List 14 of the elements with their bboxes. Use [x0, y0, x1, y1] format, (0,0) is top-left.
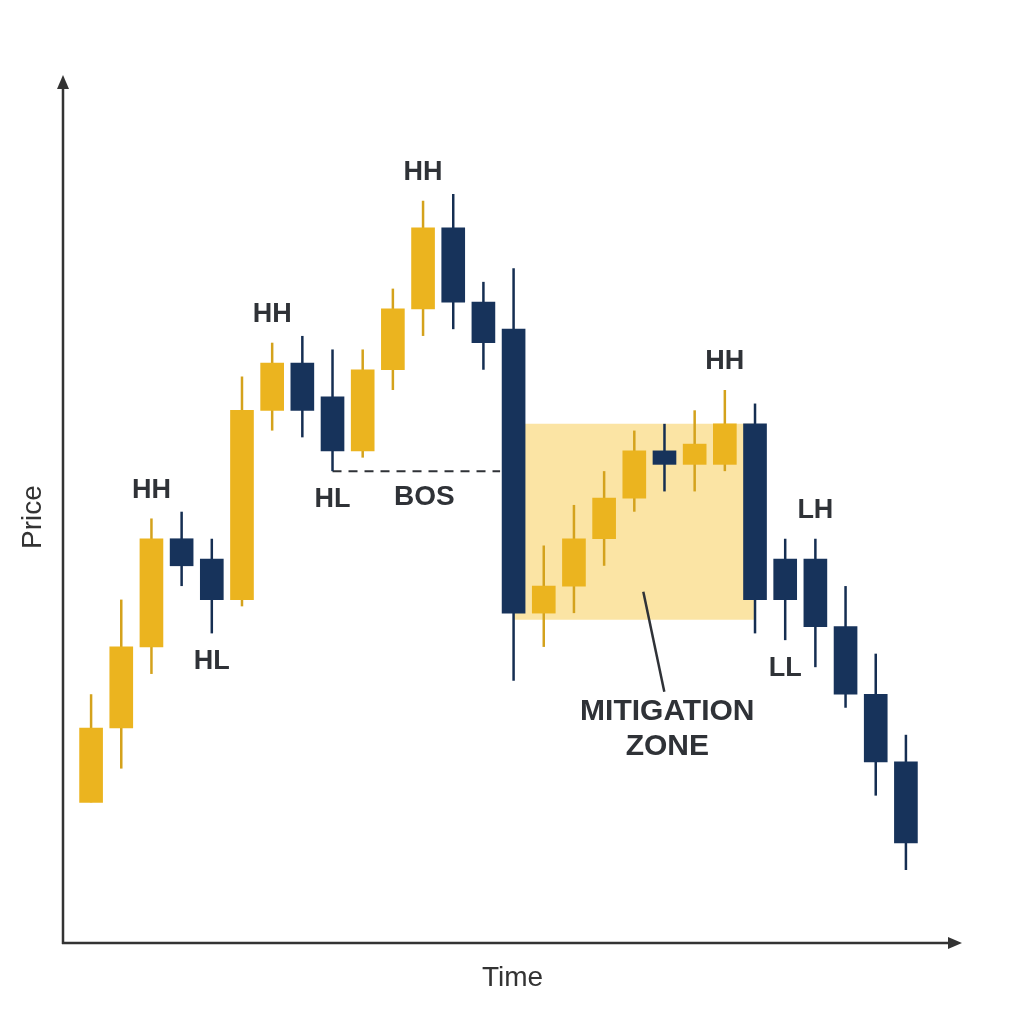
x-axis-title: Time — [481, 960, 544, 992]
annotation: HL — [314, 482, 351, 513]
candlestick — [652, 422, 677, 493]
text: HH — [403, 156, 443, 187]
y-axis-title: Price — [15, 485, 47, 549]
annotation: HH — [705, 345, 745, 376]
annotation: HL — [193, 644, 230, 675]
annotation: HH — [252, 298, 292, 329]
candlestick — [682, 409, 707, 493]
ref-line-label: BOS — [393, 479, 455, 511]
annotation: HH — [131, 473, 171, 504]
annotation: LH — [797, 494, 834, 525]
annotation: LL — [768, 651, 802, 682]
band-label: MITIGATION ZONE — [580, 693, 755, 762]
